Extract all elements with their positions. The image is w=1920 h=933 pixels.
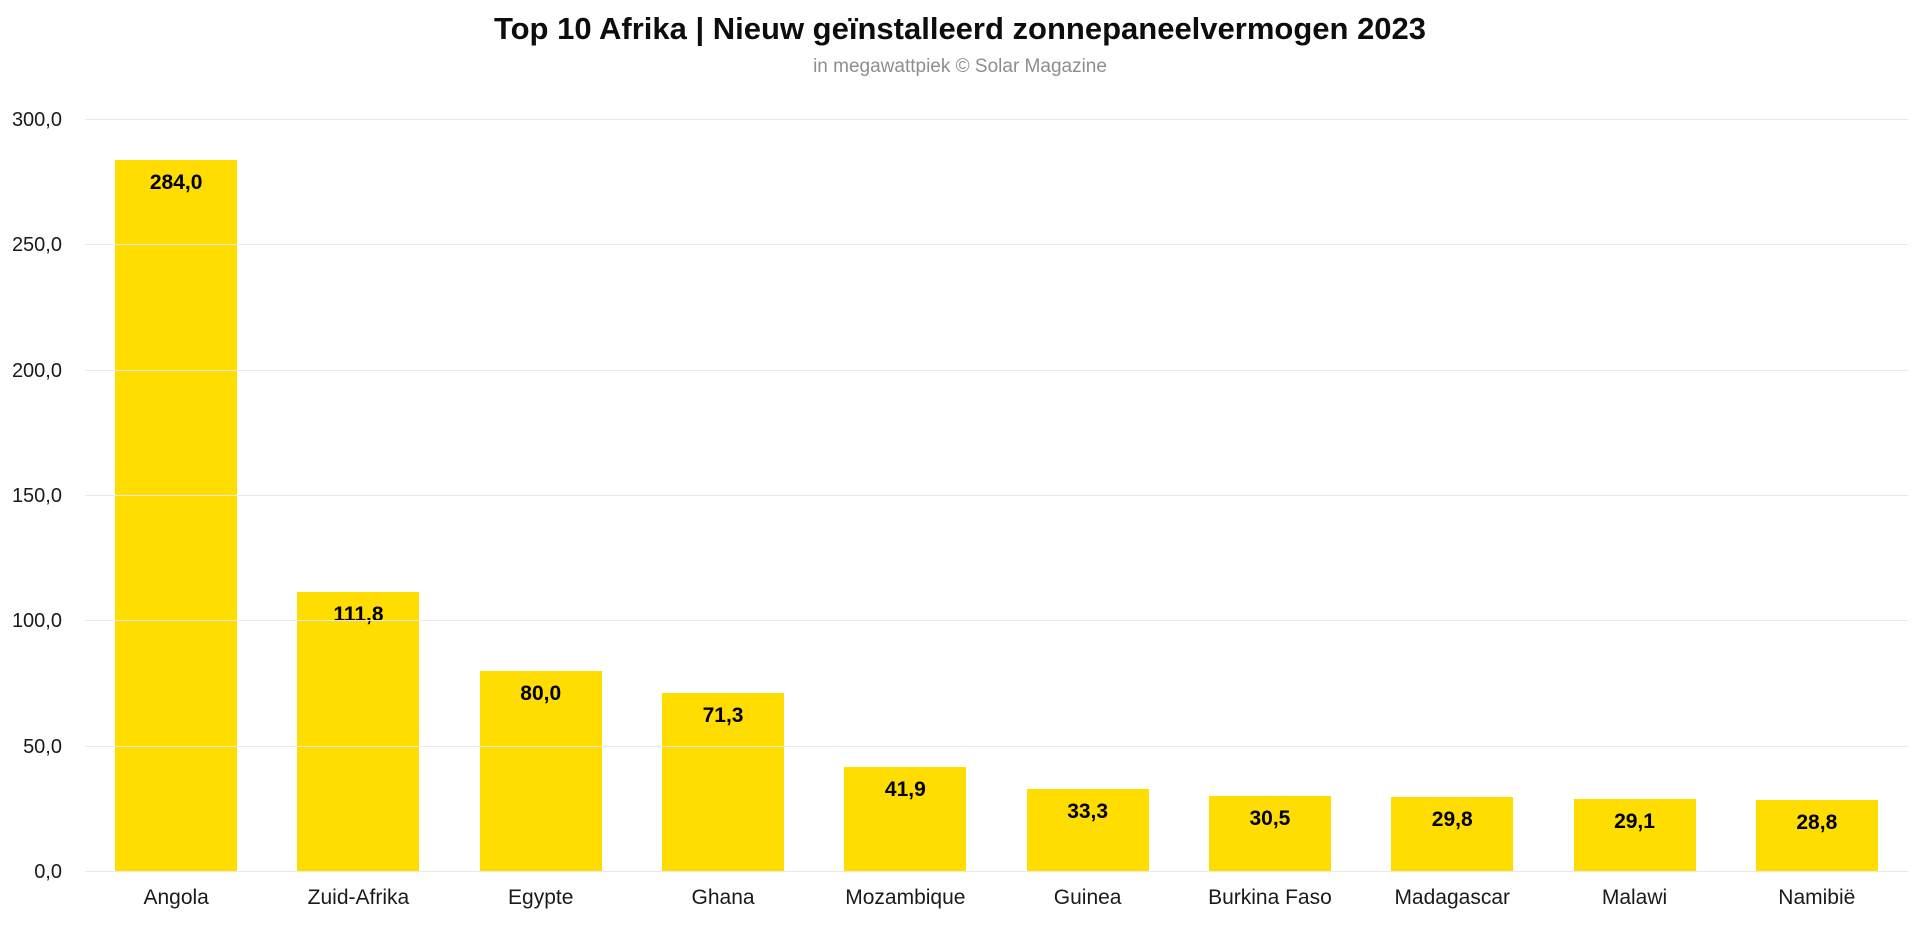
bar-slot-burkina-faso: 30,5 Burkina Faso [1179, 120, 1361, 908]
bar-slot-ghana: 71,3 Ghana [632, 120, 814, 908]
bar-slot-namibi-: 28,8 Namibië [1726, 120, 1908, 908]
y-tick-label: 250,0 [11, 234, 62, 257]
bar-value-label: 29,8 [1431, 808, 1473, 832]
bar: 71,3 [662, 693, 785, 872]
gridline-250 [85, 244, 1908, 246]
gridline-200 [85, 369, 1908, 371]
gridline-50 [85, 745, 1908, 747]
category-label: Guinea [1053, 886, 1122, 909]
bar-value-label: 111,8 [333, 602, 384, 626]
category-label: Madagascar [1394, 886, 1510, 909]
y-tick-label: 50,0 [23, 735, 62, 758]
bar: 30,5 [1208, 795, 1331, 872]
bar: 33,3 [1026, 788, 1149, 872]
y-tick-label: 150,0 [11, 485, 62, 507]
bar-value-label: 80,0 [520, 682, 562, 706]
category-label: Mozambique [845, 886, 966, 909]
bar-value-label: 28,8 [1796, 810, 1838, 834]
bar-slot-mozambique: 41,9 Mozambique [814, 120, 996, 908]
gridline-300 [85, 119, 1908, 120]
bar-value-label: 71,3 [702, 704, 744, 728]
category-label: Namibië [1778, 886, 1856, 909]
y-tick-label: 200,0 [11, 359, 62, 382]
bar: 80,0 [479, 671, 602, 872]
bar-value-label: 30,5 [1249, 806, 1291, 830]
bar: 41,9 [844, 766, 967, 872]
bar-slot-egypte: 80,0 Egypte [450, 120, 632, 908]
category-label: Angola [143, 886, 209, 909]
bar: 29,1 [1573, 799, 1696, 872]
y-tick-label: 300,0 [11, 109, 62, 131]
bar-series: 284,0 Angola 111,8 Zuid-Afrika 80,0 Egypte 71,… [85, 120, 1908, 908]
bar: 29,8 [1391, 797, 1514, 872]
category-label: Ghana [691, 886, 755, 909]
chart-title: Top 10 Afrika | Nieuw geïnstalleerd zonn… [493, 11, 1427, 46]
y-axis: 0,0 50,0 100,0 150,0 200,0 250,0 300,0 [0, 110, 62, 882]
bar-slot-guinea: 33,3 Guinea [996, 120, 1178, 908]
bar-slot-angola: 284,0 Angola [85, 120, 267, 908]
plot-area: 284,0 Angola 111,8 Zuid-Afrika 80,0 Egypte 71,… [85, 119, 1908, 908]
gridline-150 [85, 495, 1908, 496]
gridline-0 [85, 871, 1908, 872]
bar: 28,8 [1755, 799, 1878, 872]
bar-value-label: 284,0 [149, 171, 203, 195]
gridline-100 [85, 620, 1908, 622]
bar-slot-malawi: 29,1 Malawi [1543, 120, 1725, 908]
bar-value-label: 41,9 [884, 777, 926, 801]
category-label: Egypte [508, 886, 574, 909]
bar-value-label: 33,3 [1067, 799, 1109, 823]
bar-value-label: 29,1 [1614, 810, 1655, 834]
category-label: Zuid-Afrika [307, 886, 410, 909]
category-label: Burkina Faso [1208, 886, 1332, 909]
bar: 111,8 [297, 591, 420, 872]
bar-slot-zuid-afrika: 111,8 Zuid-Afrika [267, 120, 449, 908]
y-tick-label: 0,0 [34, 861, 62, 883]
bar-slot-madagascar: 29,8 Madagascar [1361, 120, 1543, 908]
bar: 284,0 [115, 160, 238, 872]
category-label: Malawi [1601, 886, 1668, 909]
y-tick-label: 100,0 [11, 610, 62, 633]
chart-subtitle: in megawattpiek © Solar Magazine [813, 56, 1107, 77]
